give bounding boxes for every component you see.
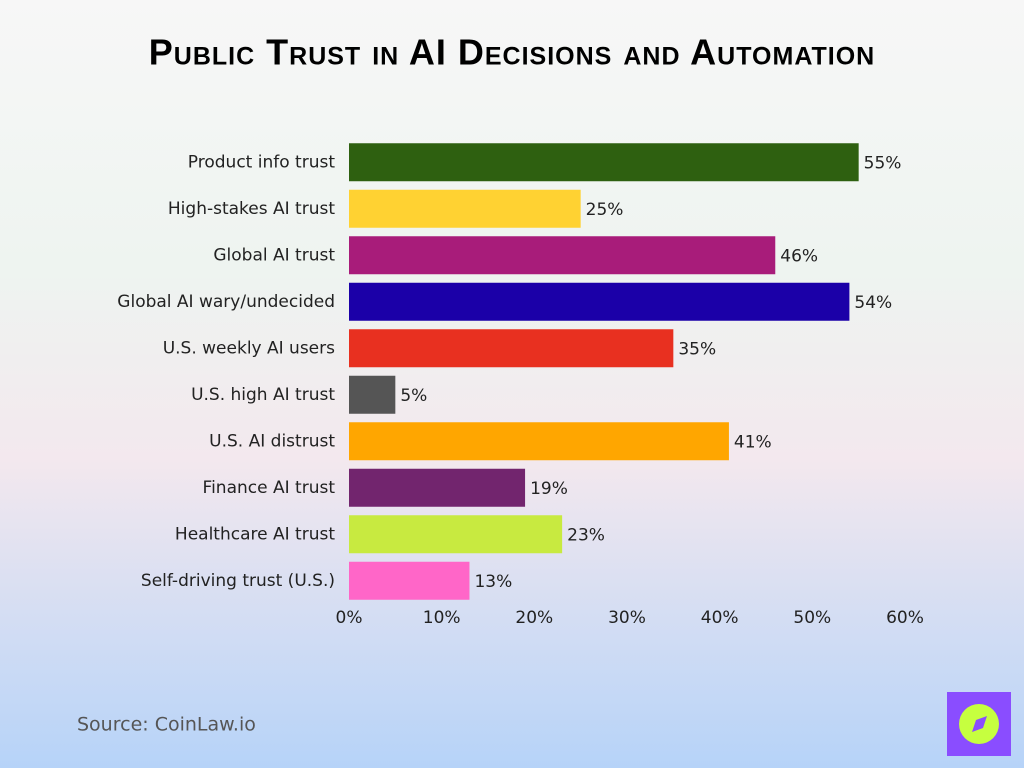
bar (349, 282, 850, 321)
x-tick-label: 30% (608, 608, 646, 628)
y-tick-label: Global AI trust (213, 245, 335, 265)
value-label: 55% (864, 153, 902, 173)
y-tick-label: U.S. high AI trust (191, 385, 335, 405)
value-label: 41% (734, 432, 772, 452)
y-tick-label: U.S. AI distrust (209, 431, 335, 451)
y-tick-label: Finance AI trust (203, 478, 336, 498)
bar (349, 236, 776, 275)
bar (349, 375, 396, 414)
x-tick-label: 60% (886, 608, 924, 628)
y-tick-label: U.S. weekly AI users (163, 338, 335, 358)
bar (349, 561, 470, 600)
bar (349, 515, 563, 554)
bar (349, 189, 581, 228)
bar (349, 422, 729, 461)
value-label: 25% (586, 200, 624, 220)
x-tick-label: 10% (423, 608, 461, 628)
y-tick-label: Healthcare AI trust (175, 524, 335, 544)
value-label: 54% (854, 293, 892, 313)
value-label: 19% (530, 479, 568, 499)
value-label: 35% (678, 339, 716, 359)
y-tick-label: Self-driving trust (U.S.) (141, 571, 335, 591)
bar (349, 143, 859, 182)
value-label: 5% (400, 386, 427, 406)
chart-title: Public Trust in AI Decisions and Automat… (149, 32, 875, 73)
x-tick-label: 20% (515, 608, 553, 628)
bar (349, 329, 674, 368)
y-tick-label: Global AI wary/undecided (117, 292, 335, 312)
x-tick-label: 0% (336, 608, 363, 628)
y-tick-label: High-stakes AI trust (168, 199, 335, 219)
value-label: 13% (474, 572, 512, 592)
x-tick-label: 50% (793, 608, 831, 628)
logo-compass (972, 716, 987, 732)
source: Source: CoinLaw.io (77, 714, 256, 736)
value-label: 46% (780, 246, 818, 266)
y-tick-label: Product info trust (188, 152, 336, 172)
bar (349, 468, 526, 507)
x-tick-label: 40% (701, 608, 739, 628)
logo (947, 692, 1011, 756)
value-label: 23% (567, 525, 605, 545)
